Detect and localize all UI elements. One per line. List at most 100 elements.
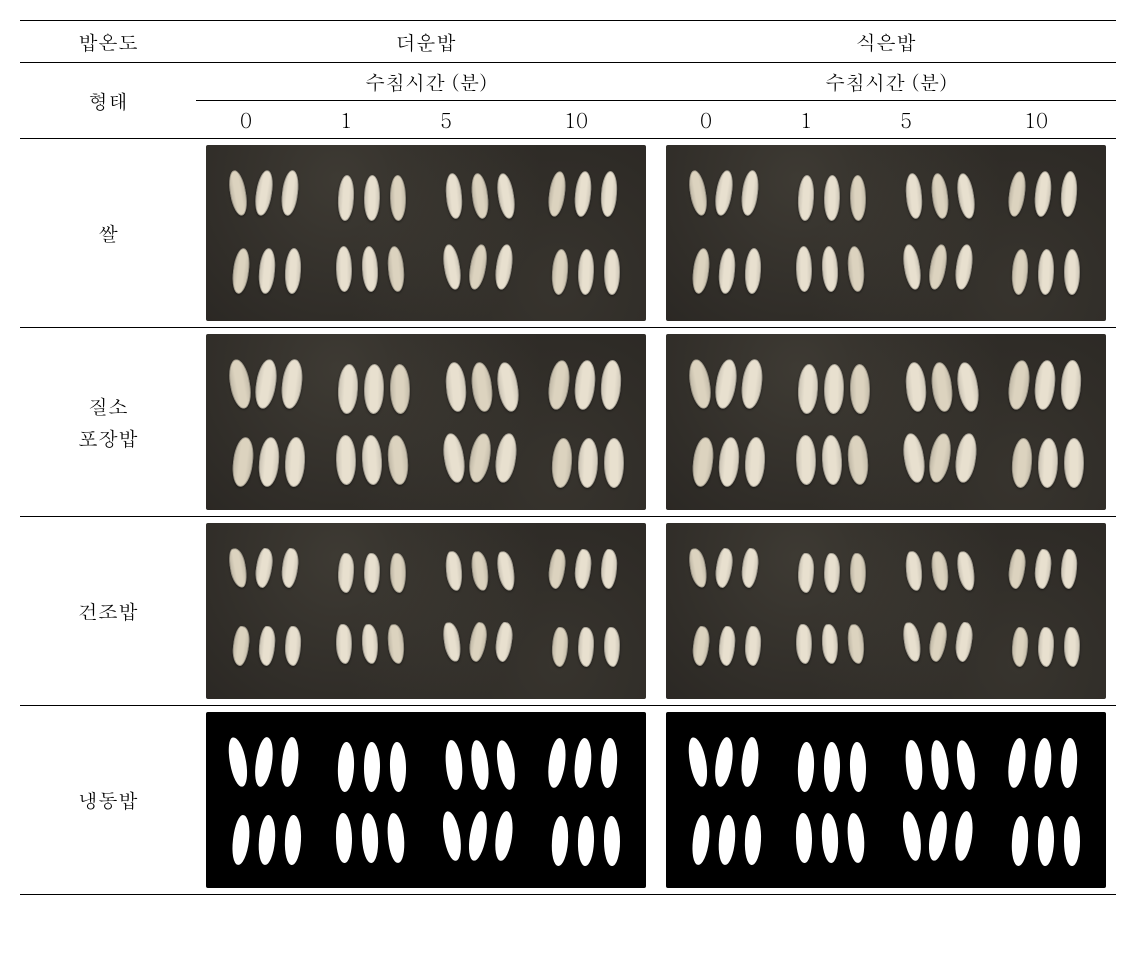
time-hot-3: 10	[496, 101, 656, 139]
rice-grain	[572, 737, 593, 788]
time-cold-1: 1	[756, 101, 856, 139]
rice-grain	[546, 359, 573, 411]
rice-grain	[546, 548, 567, 590]
rice-grain	[364, 175, 381, 221]
rice-grain	[252, 736, 276, 788]
rice-grain	[546, 737, 569, 789]
row-nitrogen: 질소포장밥	[20, 328, 1116, 517]
rice-grain	[466, 810, 490, 862]
panel-nitrogen-cold	[666, 334, 1106, 510]
rice-grain	[444, 172, 464, 219]
rice-grain	[230, 247, 251, 295]
rice-grain	[850, 364, 871, 414]
rice-grain	[226, 736, 250, 788]
rice-grain	[253, 547, 275, 589]
rice-grain	[821, 813, 840, 864]
rice-grain	[577, 627, 594, 668]
rice-grain	[284, 815, 303, 866]
rice-grain	[551, 626, 570, 667]
rice-grain	[953, 810, 976, 862]
rice-grain	[257, 436, 281, 488]
col-cold-label: 식은밥	[656, 21, 1116, 63]
rice-grain	[690, 247, 711, 295]
rice-grain	[466, 432, 494, 485]
rice-grain	[717, 814, 737, 865]
rice-grain	[604, 438, 624, 488]
rice-grain	[390, 364, 411, 414]
rice-grain	[901, 621, 923, 663]
time-cold-2: 5	[856, 101, 956, 139]
rice-grain	[846, 245, 866, 292]
rice-grain	[440, 432, 468, 485]
rice-grain	[230, 814, 252, 866]
rice-grain	[901, 243, 924, 291]
rice-grain	[1006, 359, 1033, 411]
rice-grain	[364, 553, 381, 593]
rice-grain	[929, 172, 950, 220]
col-temp-label: 밥온도	[20, 21, 196, 63]
rice-grain	[599, 359, 622, 410]
col-hot-label: 더운밥	[196, 21, 656, 63]
rice-grain	[279, 358, 305, 410]
rice-grain	[796, 624, 813, 664]
rice-grain	[744, 437, 767, 488]
rice-grain	[1010, 248, 1029, 295]
rice-grain	[796, 813, 813, 863]
rice-grain	[361, 435, 384, 486]
rice-grain	[686, 169, 710, 217]
panel-nitrogen-hot	[206, 334, 646, 510]
rice-grain	[284, 437, 307, 488]
rice-grain	[929, 739, 951, 791]
rice-grain	[739, 358, 765, 410]
rice-grain	[824, 175, 841, 221]
rice-grain	[930, 550, 951, 592]
rice-grain	[690, 814, 712, 866]
rice-grain	[227, 547, 250, 589]
rice-grain	[495, 172, 518, 220]
rice-grain	[821, 435, 844, 486]
rice-grain	[279, 736, 301, 788]
rice-grain	[577, 438, 599, 489]
rice-grain	[573, 548, 593, 589]
rice-grain	[390, 742, 407, 792]
rice-grain	[364, 364, 385, 414]
rice-grain	[336, 813, 353, 863]
rice-grain	[926, 243, 950, 291]
time-hot-1: 1	[296, 101, 396, 139]
rice-grain	[337, 553, 355, 594]
row-frozen: 냉동밥	[20, 706, 1116, 895]
rice-grain	[796, 435, 817, 485]
rice-grain	[337, 175, 355, 222]
rice-grain	[690, 436, 716, 488]
rice-grain	[386, 434, 410, 486]
rice-grain	[824, 364, 845, 414]
rice-grain	[824, 742, 841, 792]
rice-grain	[1033, 548, 1053, 589]
rice-grain	[572, 359, 597, 411]
rice-grain	[469, 361, 495, 413]
col-shape-label: 형태	[20, 63, 196, 139]
row-label-frozen: 냉동밥	[20, 706, 196, 895]
rice-grain	[337, 364, 360, 415]
rice-grain	[604, 816, 620, 866]
rice-grain	[687, 547, 710, 589]
rice-grain	[739, 736, 761, 788]
time-cold-0: 0	[656, 101, 756, 139]
rice-grain	[599, 738, 618, 789]
rice-grain	[386, 245, 406, 292]
rice-grain	[257, 247, 277, 294]
rice-grain	[846, 623, 865, 664]
rice-grain	[337, 742, 356, 793]
rice-grain	[573, 170, 594, 217]
rice-grain	[797, 175, 815, 222]
rice-grain	[739, 169, 760, 217]
col-hot-soak: 수침시간 (분)	[196, 63, 656, 101]
rice-grain	[493, 621, 514, 663]
rice-grain	[441, 243, 464, 291]
col-cold-soak: 수침시간 (분)	[656, 63, 1116, 101]
rice-grain	[386, 623, 405, 664]
time-cold-3: 10	[956, 101, 1116, 139]
rice-grain	[954, 361, 982, 414]
rice-grain	[955, 172, 978, 220]
rice-grain	[1037, 249, 1055, 296]
